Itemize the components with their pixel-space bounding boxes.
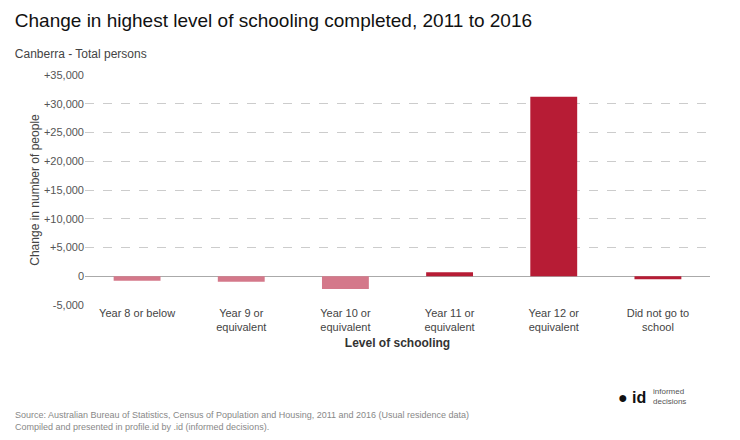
svg-text:+20,000: +20,000 [44, 155, 84, 167]
svg-text:Change in highest level of sch: Change in highest level of schooling com… [15, 10, 532, 31]
svg-text:-5,000: -5,000 [53, 299, 84, 311]
svg-text:Year 8 or below: Year 8 or below [99, 307, 175, 319]
svg-text:Change in number of people: Change in number of people [28, 114, 42, 266]
svg-text:+35,000: +35,000 [44, 69, 84, 81]
svg-text:Canberra - Total persons: Canberra - Total persons [15, 47, 147, 61]
svg-text:+25,000: +25,000 [44, 126, 84, 138]
svg-text:+30,000: +30,000 [44, 98, 84, 110]
svg-text:Year 9 orequivalent: Year 9 orequivalent [216, 307, 266, 333]
svg-text:● id: ● id [618, 389, 646, 406]
svg-text:+5,000: +5,000 [50, 241, 84, 253]
svg-text:+15,000: +15,000 [44, 184, 84, 196]
svg-text:+10,000: +10,000 [44, 213, 84, 225]
svg-text:Year 10 orequivalent: Year 10 orequivalent [320, 307, 371, 333]
svg-text:Year 11 orequivalent: Year 11 orequivalent [425, 307, 475, 333]
svg-text:informeddecisions: informeddecisions [653, 387, 686, 406]
svg-text:Did not go toschool: Did not go toschool [627, 307, 689, 333]
svg-text:0: 0 [78, 270, 84, 282]
svg-text:Source: Australian Bureau of S: Source: Australian Bureau of Statistics,… [15, 410, 469, 432]
svg-text:Level of schooling: Level of schooling [345, 336, 450, 350]
svg-text:Year 12 orequivalent: Year 12 orequivalent [529, 307, 580, 333]
